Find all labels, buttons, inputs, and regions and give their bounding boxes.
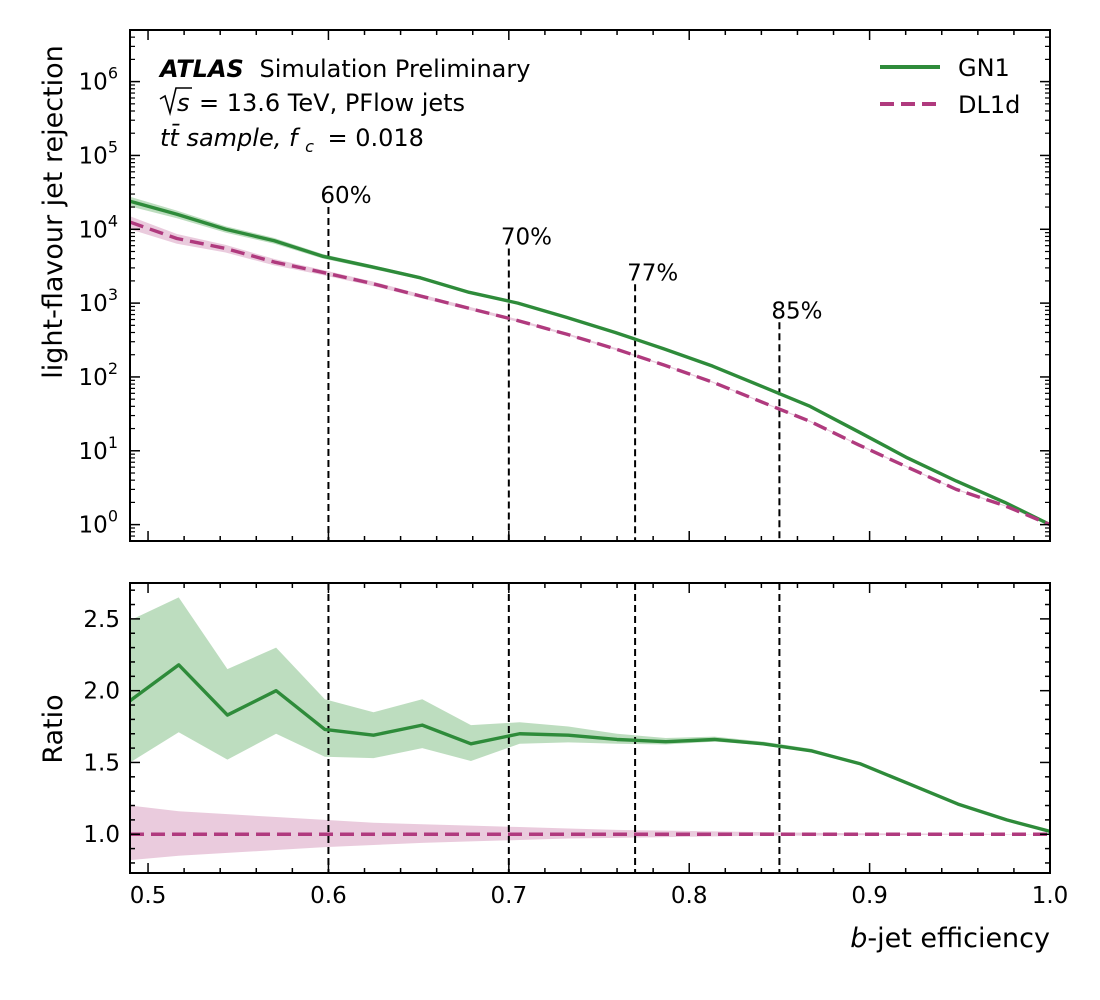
x-axis-title-italic: b xyxy=(850,923,867,954)
main-panel: 60% 70% 77% 85% 100 101 102 103 104 105 106 xyxy=(79,29,1051,873)
y-tick-label: 105 xyxy=(79,137,118,169)
x-tick-label: 0.9 xyxy=(851,883,888,909)
x-axis-title: b-jet efficiency xyxy=(850,923,1050,954)
main-y-axis-title: light-flavour jet rejection xyxy=(38,45,69,379)
main-plot-area xyxy=(130,196,1050,541)
legend-gn1-label: GN1 xyxy=(958,54,1010,82)
fc-value: = 0.018 xyxy=(328,124,424,152)
sample-label: tt̄ sample, xyxy=(160,123,289,152)
y-tick-label: 104 xyxy=(79,211,118,243)
sqrt-icon xyxy=(159,87,192,117)
atlas-status-label: Simulation Preliminary xyxy=(259,55,530,83)
ratio-y-axis-title: Ratio xyxy=(38,694,69,763)
x-tick-label: 0.7 xyxy=(491,883,528,909)
x-tick-label: 0.6 xyxy=(310,883,347,909)
ratio-frame xyxy=(129,582,1051,874)
x-axis-title-rest: -jet efficiency xyxy=(867,923,1050,954)
ratio-y-tick-label: 1.5 xyxy=(83,750,120,776)
y-tick-label: 106 xyxy=(79,64,118,96)
ratio-y-tick-label: 2.0 xyxy=(83,679,120,705)
ratio-y-tick-label: 1.0 xyxy=(83,822,120,848)
energy-s-label: s xyxy=(177,89,190,117)
ratio-band-dl1d xyxy=(130,805,1050,861)
legend: GN1 DL1d xyxy=(880,54,1020,119)
wp-label-70: 70% xyxy=(501,224,552,250)
y-tick-label: 101 xyxy=(79,433,118,465)
x-tick-label: 0.8 xyxy=(671,883,708,909)
legend-dl1d-label: DL1d xyxy=(958,91,1020,119)
main-frame xyxy=(129,29,1051,542)
wp-label-77: 77% xyxy=(627,260,678,286)
wp-label-85: 85% xyxy=(771,298,822,324)
y-tick-label: 102 xyxy=(79,359,118,391)
x-tick-label: 0.5 xyxy=(130,883,167,909)
fc-symbol: f xyxy=(289,124,301,152)
main-band-gn1 xyxy=(130,196,1050,526)
fc-subscript: c xyxy=(305,137,314,156)
x-tick-label: 1.0 xyxy=(1032,883,1069,909)
ratio-plot-area xyxy=(130,583,1050,873)
main-line-dl1d xyxy=(130,220,1050,527)
wp-label-60: 60% xyxy=(320,183,371,209)
svg-text:ATLAS Simulation Prelimi: ATLAS Simulation Preliminary xyxy=(158,55,530,83)
main-line-gn1 xyxy=(130,199,1050,527)
ratio-line-gn1 xyxy=(130,663,1050,834)
energy-annotation: s = 13.6 TeV, PFlow jets xyxy=(159,87,465,117)
ratio-band-gn1 xyxy=(130,597,1050,833)
y-tick-label: 103 xyxy=(79,285,118,317)
ratio-panel: 0.5 0.6 0.7 0.8 0.9 1.0 1.0 1.5 2.0 2.5 xyxy=(83,582,1069,909)
y-tick-label: 100 xyxy=(79,507,118,539)
ratio-y-tick-label: 2.5 xyxy=(83,607,120,633)
atlas-annotation: ATLAS Simulation Preliminary s = 13.6 Te… xyxy=(158,55,530,158)
energy-label: = 13.6 TeV, PFlow jets xyxy=(199,89,465,117)
main-band-dl1d xyxy=(130,216,1050,526)
sample-annotation: tt̄ sample, f c = 0.018 xyxy=(160,123,424,158)
atlas-experiment-label: ATLAS xyxy=(158,55,244,83)
